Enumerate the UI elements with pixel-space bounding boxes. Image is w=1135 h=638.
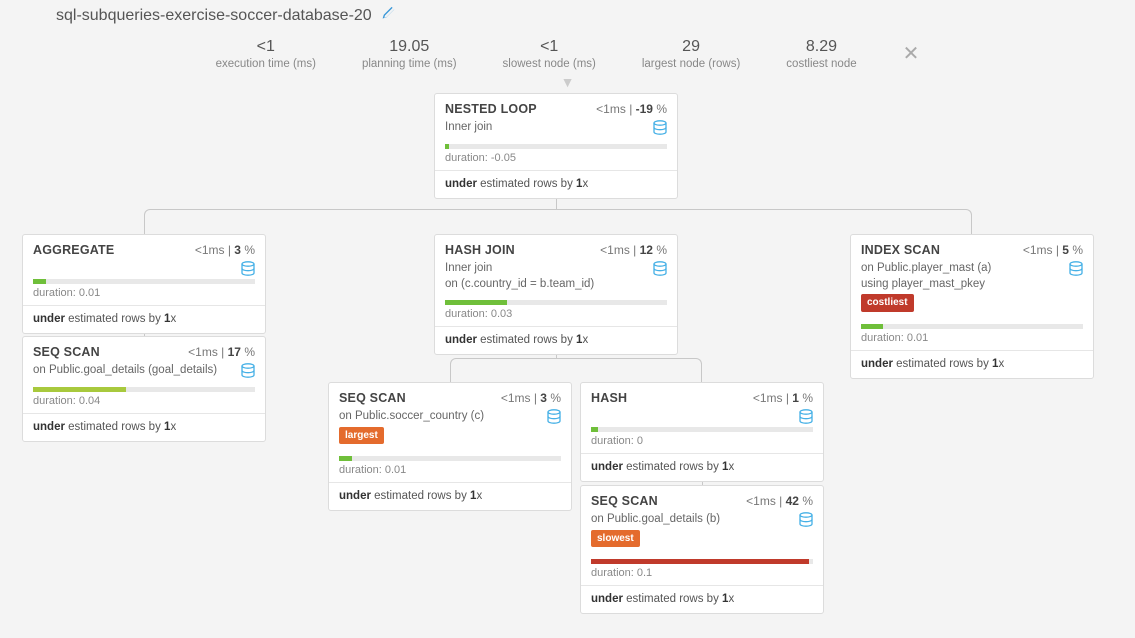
node-seqscan-goal-details[interactable]: SEQ SCAN <1ms | 17 % on Public.goal_deta… [22, 336, 266, 442]
node-seqscan-goal-details-b[interactable]: SEQ SCAN <1ms | 42 % on Public.goal_deta… [580, 485, 824, 614]
stat-planning-time: 19.05 planning time (ms) [362, 37, 457, 70]
node-metrics: <1ms | 5 % [1023, 243, 1083, 257]
node-aggregate[interactable]: AGGREGATE <1ms | 3 % duration: 0.01 unde… [22, 234, 266, 334]
node-subtitle: on Public.goal_details (b) slowest [581, 512, 823, 557]
estimate-text: under estimated rows by 1x [435, 171, 677, 198]
largest-badge: largest [339, 427, 384, 445]
duration-bar [445, 300, 667, 305]
estimate-text: under estimated rows by 1x [581, 586, 823, 613]
costliest-badge: costliest [861, 294, 914, 312]
node-subtitle [581, 409, 823, 425]
duration-text: duration: 0.01 [23, 284, 265, 306]
stat-largest-node: 29 largest node (rows) [642, 37, 740, 70]
estimate-text: under estimated rows by 1x [851, 351, 1093, 378]
duration-bar [445, 144, 667, 149]
edit-icon[interactable] [382, 6, 396, 25]
node-metrics: <1ms | 1 % [753, 391, 813, 405]
node-seqscan-soccer-country[interactable]: SEQ SCAN <1ms | 3 % on Public.soccer_cou… [328, 382, 572, 511]
node-title: HASH JOIN [445, 243, 515, 257]
node-subtitle [23, 261, 265, 277]
node-title: SEQ SCAN [339, 391, 406, 405]
duration-bar [591, 427, 813, 432]
node-title: NESTED LOOP [445, 102, 537, 116]
stat-execution-time: <1 execution time (ms) [216, 37, 316, 70]
node-metrics: <1ms | 12 % [600, 243, 667, 257]
database-icon[interactable] [799, 512, 813, 528]
duration-text: duration: 0.03 [435, 305, 677, 327]
duration-text: duration: -0.05 [435, 149, 677, 171]
duration-text: duration: 0.1 [581, 564, 823, 586]
stats-row: <1 execution time (ms) 19.05 planning ti… [0, 25, 1135, 78]
estimate-text: under estimated rows by 1x [23, 306, 265, 333]
database-icon[interactable] [653, 120, 667, 136]
plan-canvas: NESTED LOOP <1ms | -19 % Inner join dura… [0, 90, 1135, 630]
connector [556, 198, 557, 210]
database-icon[interactable] [1069, 261, 1083, 277]
node-title: SEQ SCAN [591, 494, 658, 508]
stat-slowest-node: <1 slowest node (ms) [503, 37, 596, 70]
duration-bar [591, 559, 813, 564]
node-metrics: <1ms | 3 % [195, 243, 255, 257]
node-subtitle: on Public.soccer_country (c) largest [329, 409, 571, 454]
node-subtitle: Inner join [435, 120, 677, 142]
node-title: INDEX SCAN [861, 243, 940, 257]
database-icon[interactable] [241, 363, 255, 379]
node-title: AGGREGATE [33, 243, 114, 257]
node-metrics: <1ms | 3 % [501, 391, 561, 405]
duration-text: duration: 0.01 [851, 329, 1093, 351]
estimate-text: under estimated rows by 1x [329, 483, 571, 510]
node-metrics: <1ms | 42 % [746, 494, 813, 508]
duration-bar [339, 456, 561, 461]
database-icon[interactable] [799, 409, 813, 425]
duration-text: duration: 0 [581, 432, 823, 454]
estimate-text: under estimated rows by 1x [435, 327, 677, 354]
connector [450, 358, 702, 382]
estimate-text: under estimated rows by 1x [581, 454, 823, 481]
duration-text: duration: 0.04 [23, 392, 265, 414]
node-hash-join[interactable]: HASH JOIN <1ms | 12 % Inner join on (c.c… [434, 234, 678, 355]
node-metrics: <1ms | -19 % [596, 102, 667, 116]
node-subtitle: on Public.goal_details (goal_details) [23, 363, 265, 385]
node-metrics: <1ms | 17 % [188, 345, 255, 359]
duration-text: duration: 0.01 [329, 461, 571, 483]
database-icon[interactable] [241, 261, 255, 277]
node-title: SEQ SCAN [33, 345, 100, 359]
node-title: HASH [591, 391, 627, 405]
duration-bar [861, 324, 1083, 329]
node-subtitle: on Public.player_mast (a) using player_m… [851, 261, 1093, 322]
node-hash[interactable]: HASH <1ms | 1 % duration: 0 under estima… [580, 382, 824, 482]
node-index-scan[interactable]: INDEX SCAN <1ms | 5 % on Public.player_m… [850, 234, 1094, 379]
duration-bar [33, 387, 255, 392]
arrow-down-icon: ▼ [0, 74, 1135, 90]
duration-bar [33, 279, 255, 284]
node-subtitle: Inner join on (c.country_id = b.team_id) [435, 261, 677, 298]
node-nested-loop[interactable]: NESTED LOOP <1ms | -19 % Inner join dura… [434, 93, 678, 199]
page-title-row: sql-subqueries-exercise-soccer-database-… [0, 0, 1135, 25]
connector [144, 209, 972, 235]
database-icon[interactable] [653, 261, 667, 277]
estimate-text: under estimated rows by 1x [23, 414, 265, 441]
page-title: sql-subqueries-exercise-soccer-database-… [56, 7, 372, 25]
stat-costliest-node: 8.29 costliest node [786, 37, 856, 70]
slowest-badge: slowest [591, 530, 640, 548]
close-icon[interactable]: ✕ [903, 41, 920, 66]
database-icon[interactable] [547, 409, 561, 425]
